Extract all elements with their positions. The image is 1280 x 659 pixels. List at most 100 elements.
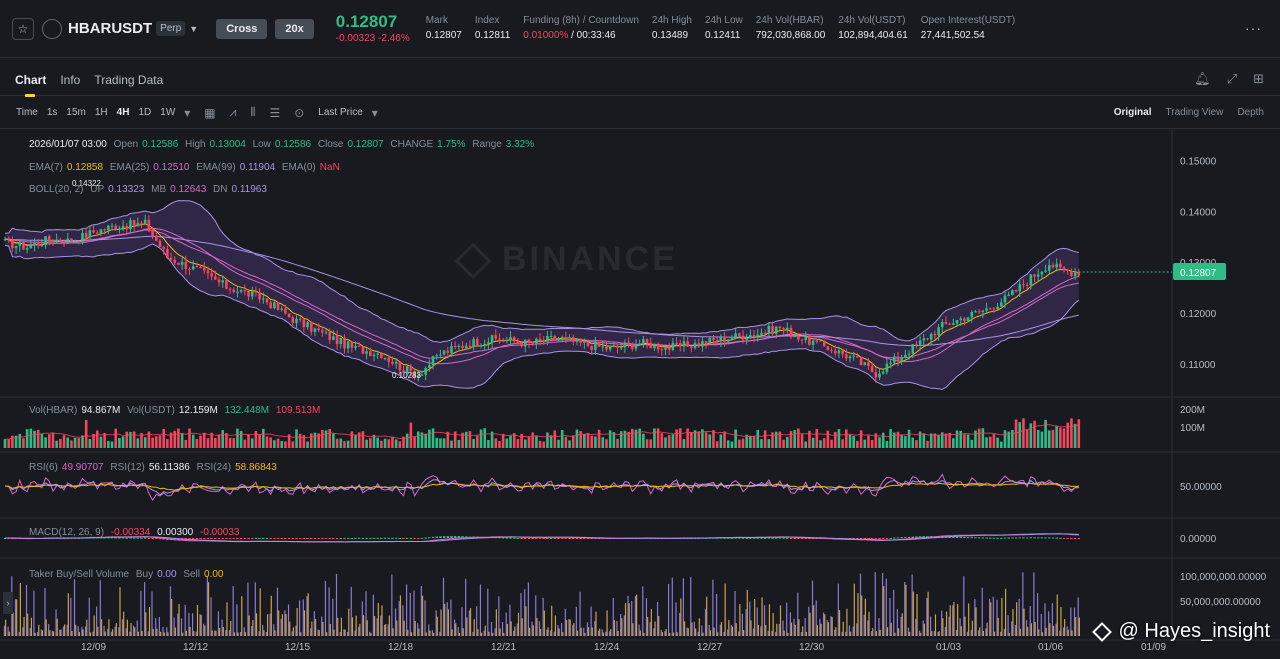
stat-value: 0.12411	[704, 29, 741, 41]
taker-buy-bar	[372, 594, 374, 636]
taker-buy-bar	[394, 608, 397, 636]
candle-body	[490, 335, 494, 343]
calendar-icon[interactable]: ▦	[204, 105, 216, 120]
candle-body	[173, 259, 177, 263]
volume-bar	[295, 429, 298, 448]
settings-sliders-icon[interactable]: ☰	[269, 105, 281, 120]
candle-body	[177, 262, 180, 265]
interval-dropdown-chevron-icon[interactable]: ▾	[184, 105, 191, 120]
tab-trading-data[interactable]: Trading Data	[94, 72, 164, 87]
interval-time[interactable]: Time	[16, 107, 38, 118]
taker-sell-bar	[901, 613, 903, 636]
volume-bar	[1051, 429, 1055, 448]
expand-left-panel-icon[interactable]: ›	[3, 592, 13, 614]
interval-1s[interactable]: 1s	[46, 107, 58, 118]
candle-body	[383, 358, 387, 360]
ema25-line	[4, 229, 1079, 359]
macd-histogram-bar	[346, 537, 350, 539]
candle-body	[977, 311, 981, 313]
taker-sell-bar	[584, 632, 586, 636]
candle-body	[217, 279, 221, 283]
candle-body	[1025, 284, 1029, 286]
taker-sell-bar	[130, 622, 132, 636]
tab-info[interactable]: Info	[60, 72, 81, 87]
taker-sell-bar	[595, 611, 597, 636]
interval-15m[interactable]: 15m	[66, 107, 86, 118]
volume-bar	[357, 432, 361, 448]
taker-buy-bar	[59, 629, 61, 636]
view-original[interactable]: Original	[1113, 107, 1152, 118]
taker-buy-bar	[719, 624, 721, 636]
taker-buy-bar	[937, 631, 939, 636]
chart-view-switch: Original Trading View Depth	[1114, 107, 1264, 118]
candle-body	[339, 337, 343, 345]
price-chart[interactable]: 0.150000.140000.130000.120000.110000.143…	[0, 130, 1280, 659]
taker-buy-bar	[970, 630, 972, 636]
volume-bar	[25, 429, 29, 448]
hbar-coin-icon	[42, 18, 62, 39]
candle-body	[885, 363, 889, 372]
interval-1d[interactable]: 1D	[138, 107, 152, 118]
taker-sell-bar	[200, 614, 202, 636]
interval-1w[interactable]: 1W	[160, 107, 176, 118]
layout-grid-icon[interactable]: ⊞	[1253, 71, 1264, 86]
tab-chart[interactable]: Chart	[15, 72, 47, 97]
interval-4h[interactable]: 4H	[116, 107, 130, 118]
volume-bar	[608, 430, 612, 448]
taker-sell-bar	[156, 628, 158, 636]
volume-bar	[619, 431, 623, 448]
volume-bar	[579, 431, 582, 448]
macd-histogram-bar	[800, 538, 804, 539]
volume-bar	[704, 432, 708, 448]
candle-body	[616, 345, 619, 348]
candle-body	[693, 343, 697, 348]
view-depth[interactable]: Depth	[1237, 107, 1264, 118]
taker-buy-bar	[664, 631, 666, 636]
taker-sell-bar	[536, 617, 538, 636]
volume-bar	[468, 431, 472, 448]
taker-buy-bar	[479, 584, 482, 636]
price-type-select[interactable]: Last Price	[318, 107, 363, 118]
price-type-chevron-icon[interactable]: ▾	[371, 105, 378, 120]
taker-buy-bar	[863, 614, 865, 636]
macd-histogram-bar	[310, 538, 313, 539]
candle-body	[214, 276, 217, 280]
favorite-star-icon[interactable]: ☆	[12, 17, 34, 40]
taker-buy-bar	[867, 620, 869, 636]
taker-buy-bar	[472, 631, 474, 636]
ohlc-legend: 2026/01/07 03:00 Open 0.12586 High 0.13004…	[29, 139, 535, 150]
interval-1h[interactable]: 1H	[94, 107, 108, 118]
candle-body	[501, 339, 505, 341]
price-alert-bell-icon[interactable]: 🔔︎	[1194, 71, 1211, 86]
stat-label: Mark	[425, 14, 448, 26]
taker-buy-bar	[546, 629, 548, 636]
chart-type-candle-icon[interactable]: ⫴	[250, 105, 256, 119]
margin-mode-button[interactable]: Cross	[216, 18, 268, 39]
candle-body	[250, 291, 254, 297]
volume-bar	[372, 434, 376, 448]
taker-buy-bar	[756, 607, 758, 636]
drawing-tools-icon[interactable]: ⊙	[294, 105, 305, 120]
taker-sell-bar	[174, 627, 176, 636]
volume-bar	[7, 439, 10, 448]
candle-body	[708, 338, 712, 345]
taker-buy-bar	[904, 581, 906, 636]
leverage-button[interactable]: 20x	[275, 18, 314, 39]
fullscreen-expand-icon[interactable]: ⤢	[1226, 71, 1238, 86]
candle-body	[453, 346, 457, 348]
taker-buy-bar	[693, 621, 696, 636]
volume-bar	[874, 433, 878, 448]
volume-bar	[254, 430, 258, 448]
symbol-name[interactable]: HBARUSDT	[68, 20, 153, 37]
taker-sell-bar	[473, 619, 475, 636]
volume-bar	[782, 439, 785, 448]
stat-label: 24h High	[651, 14, 692, 26]
taker-buy-bar	[498, 596, 500, 636]
more-options-icon[interactable]: ···	[1245, 20, 1262, 36]
volume-bar	[387, 439, 391, 448]
indicator-chart-icon[interactable]: ⩘	[229, 105, 237, 119]
ema99-line	[5, 235, 1079, 347]
symbol-dropdown-chevron-icon[interactable]: ▼	[189, 23, 199, 34]
view-trading-view[interactable]: Trading View	[1165, 107, 1224, 118]
boll-dn-label: DN	[213, 184, 228, 195]
